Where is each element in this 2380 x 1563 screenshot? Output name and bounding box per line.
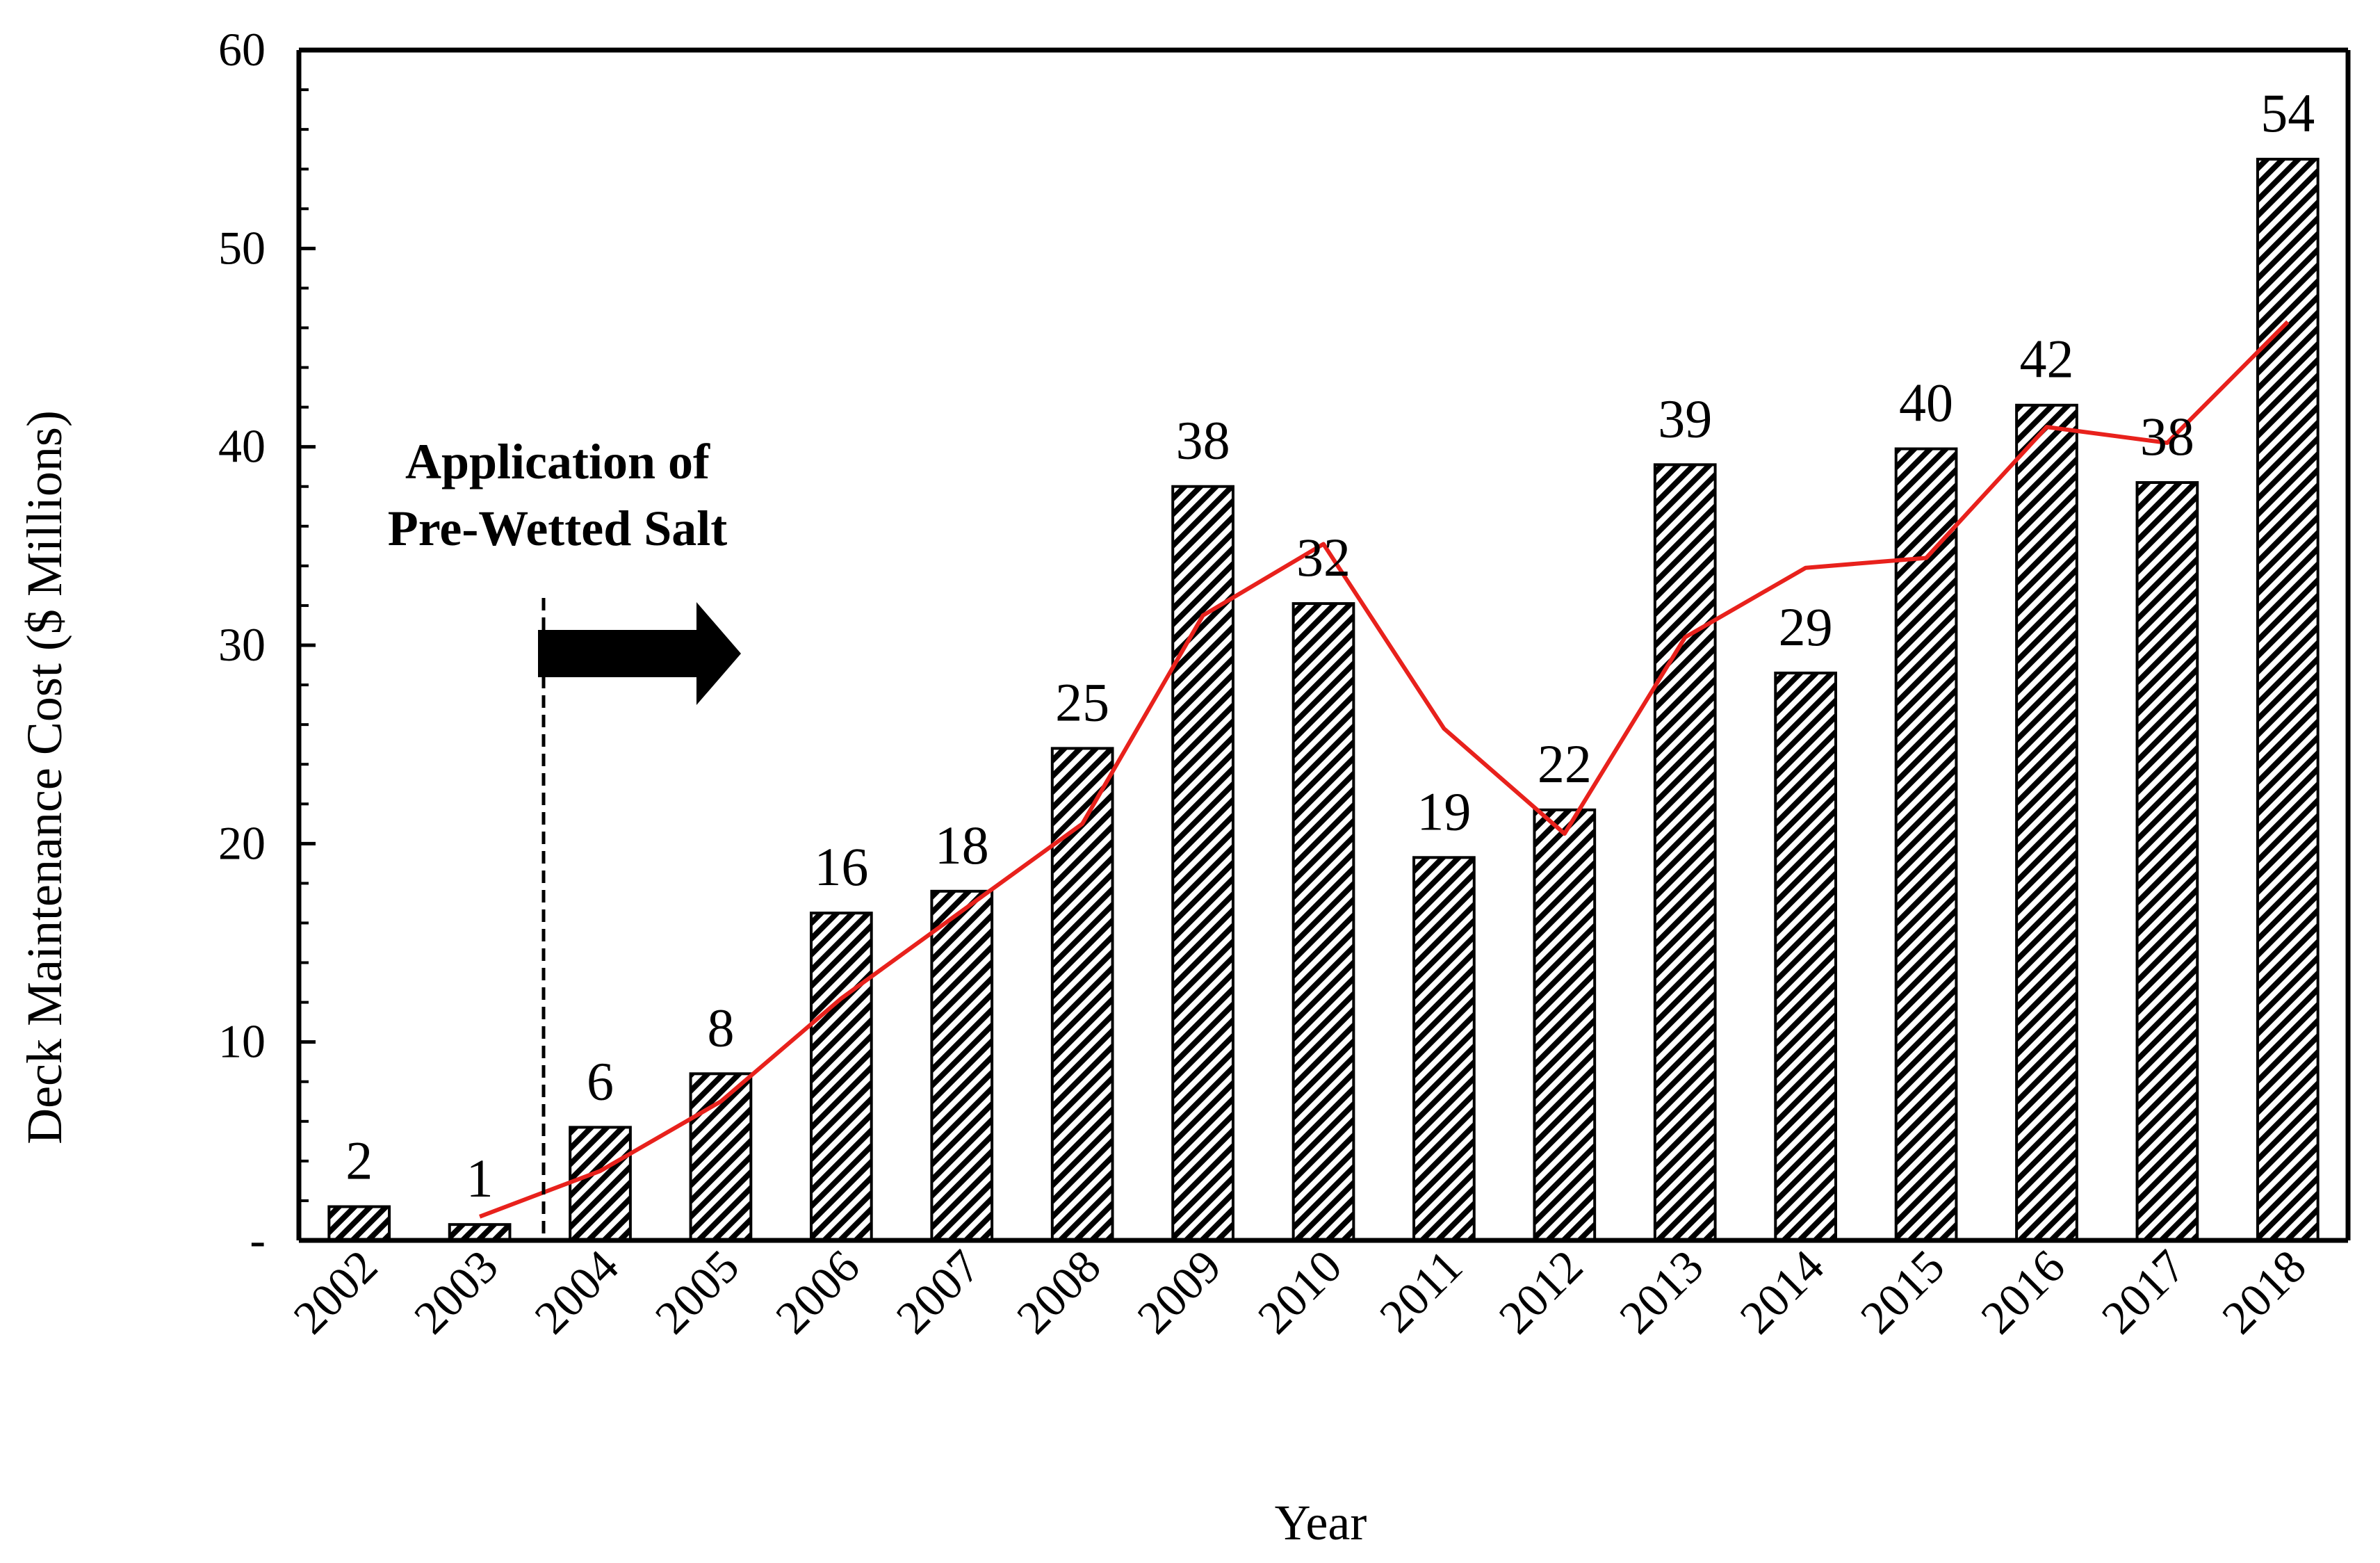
bar-2017 [2135, 481, 2199, 1242]
x-tick-label-2015: 2015 [1850, 1240, 1955, 1344]
data-label-2011: 19 [1417, 781, 1471, 841]
bar-2002 [327, 1205, 391, 1242]
x-tick-label-2017: 2017 [2092, 1240, 2196, 1344]
data-label-2004: 6 [587, 1051, 614, 1111]
data-label-2014: 29 [1779, 597, 1833, 657]
bar-2012 [1533, 808, 1597, 1242]
x-tick-label-2002: 2002 [283, 1240, 387, 1344]
data-label-2008: 25 [1055, 672, 1109, 732]
bar-2005 [689, 1072, 753, 1242]
y-tick-label-60: 60 [218, 23, 266, 76]
data-label-2005: 8 [707, 997, 734, 1058]
x-tick-labels: 2002 2003 2004 2005 2006 2007 2008 2009 2010 2011… [283, 1240, 2315, 1344]
x-tick-label-2005: 2005 [645, 1240, 749, 1344]
bar-series [327, 157, 2320, 1242]
annotation: Application of Pre-Wetted Salt [388, 434, 741, 1240]
x-tick-label-2012: 2012 [1489, 1240, 1593, 1344]
bar-2011 [1412, 856, 1476, 1242]
x-tick-label-2006: 2006 [765, 1240, 870, 1344]
bar-2018 [2256, 157, 2320, 1242]
data-label-2009: 38 [1176, 410, 1230, 471]
right-arrow-icon [538, 602, 741, 705]
annotation-line-1: Application of [405, 434, 710, 489]
y-ticks: - 10 20 30 40 50 60 [218, 23, 316, 1266]
x-axis-title: Year [1275, 1495, 1367, 1550]
y-tick-label-50: 50 [218, 221, 266, 274]
x-tick-label-2010: 2010 [1248, 1240, 1352, 1344]
x-tick-label-2007: 2007 [886, 1240, 990, 1344]
y-tick-label-20: 20 [218, 816, 266, 869]
bar-2016 [2015, 403, 2078, 1242]
y-axis-title: Deck Maintenance Cost ($ Millions) [17, 410, 72, 1144]
x-tick-label-2008: 2008 [1006, 1240, 1111, 1344]
x-tick-label-2018: 2018 [2212, 1240, 2316, 1344]
data-label-2018: 54 [2260, 83, 2315, 143]
bar-2009 [1171, 485, 1234, 1242]
trend-line [479, 320, 2290, 1219]
bar-2013 [1653, 463, 1717, 1242]
data-label-2017: 38 [2140, 406, 2194, 467]
bar-2010 [1291, 602, 1355, 1242]
bar-2014 [1774, 671, 1838, 1242]
bar-2007 [930, 889, 994, 1242]
bar-2006 [810, 912, 873, 1242]
data-label-2007: 18 [935, 815, 989, 875]
x-tick-label-2009: 2009 [1127, 1240, 1231, 1344]
x-tick-label-2003: 2003 [404, 1240, 508, 1344]
x-tick-label-2014: 2014 [1729, 1240, 1834, 1344]
bar-2004 [569, 1126, 632, 1242]
y-tick-label--: - [250, 1213, 266, 1266]
data-label-2006: 16 [814, 836, 868, 897]
y-tick-label-40: 40 [218, 420, 266, 473]
x-tick-label-2016: 2016 [1971, 1240, 2075, 1344]
y-tick-label-10: 10 [218, 1015, 266, 1068]
y-tick-label-30: 30 [218, 618, 266, 671]
bar-2008 [1050, 747, 1114, 1242]
x-tick-label-2004: 2004 [524, 1240, 628, 1344]
data-label-2015: 40 [1899, 373, 1953, 433]
data-label-2010: 32 [1296, 527, 1351, 588]
x-tick-label-2013: 2013 [1609, 1240, 1713, 1344]
bar-2015 [1894, 447, 1958, 1242]
annotation-line-2: Pre-Wetted Salt [388, 501, 728, 556]
data-label-2003: 1 [466, 1148, 494, 1208]
trend-line-group [479, 320, 2290, 1219]
data-label-2012: 22 [1538, 734, 1592, 794]
data-label-2013: 39 [1658, 388, 1712, 448]
data-label-2016: 42 [2019, 329, 2073, 389]
x-tick-label-2011: 2011 [1369, 1240, 1472, 1343]
data-label-2002: 2 [345, 1130, 373, 1190]
